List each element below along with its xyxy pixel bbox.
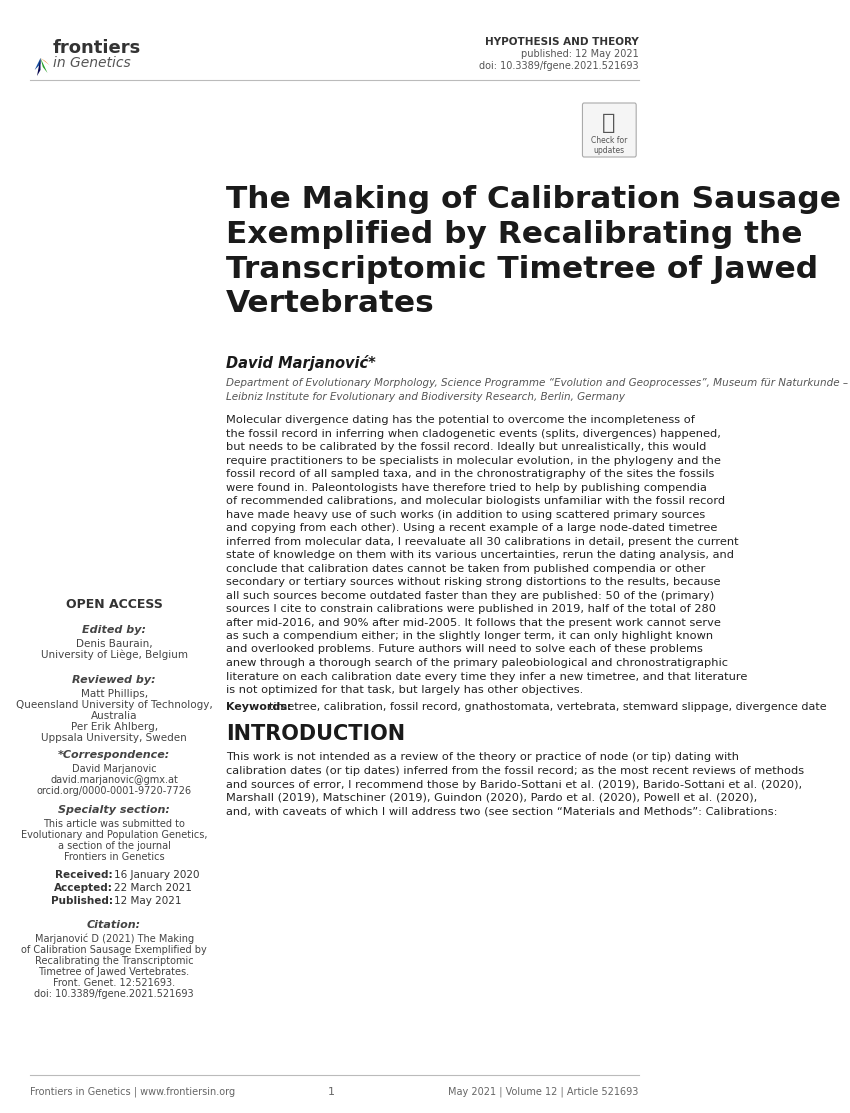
Text: Denis Baurain,: Denis Baurain, [76, 639, 152, 649]
Text: 12 May 2021: 12 May 2021 [114, 896, 182, 906]
Text: Per Erik Ahlberg,: Per Erik Ahlberg, [71, 722, 157, 732]
Text: May 2021 | Volume 12 | Article 521693: May 2021 | Volume 12 | Article 521693 [448, 1086, 638, 1097]
Polygon shape [35, 58, 41, 70]
Text: in Genetics: in Genetics [53, 56, 131, 70]
Text: Edited by:: Edited by: [82, 626, 146, 636]
Text: updates: updates [593, 146, 625, 155]
Text: 22 March 2021: 22 March 2021 [114, 883, 192, 893]
Text: Frontiers in Genetics: Frontiers in Genetics [64, 851, 164, 861]
Text: David Marjanovic: David Marjanovic [71, 764, 156, 774]
Text: orcid.org/0000-0001-9720-7726: orcid.org/0000-0001-9720-7726 [37, 786, 191, 796]
Text: state of knowledge on them with its various uncertainties, rerun the dating anal: state of knowledge on them with its vari… [226, 550, 734, 560]
Text: Queensland University of Technology,: Queensland University of Technology, [15, 700, 213, 710]
Text: have made heavy use of such works (in addition to using scattered primary source: have made heavy use of such works (in ad… [226, 510, 705, 520]
Text: Received:: Received: [55, 870, 112, 880]
Polygon shape [41, 58, 50, 66]
Text: The Making of Calibration Sausage
Exemplified by Recalibrating the
Transcriptomi: The Making of Calibration Sausage Exempl… [226, 185, 841, 318]
Text: published: 12 May 2021: published: 12 May 2021 [521, 49, 638, 59]
Text: Frontiers in Genetics | www.frontiersin.org: Frontiers in Genetics | www.frontiersin.… [30, 1086, 235, 1097]
Text: is not optimized for that task, but largely has other objectives.: is not optimized for that task, but larg… [226, 684, 583, 695]
Text: doi: 10.3389/fgene.2021.521693: doi: 10.3389/fgene.2021.521693 [479, 61, 638, 71]
Text: Evolutionary and Population Genetics,: Evolutionary and Population Genetics, [21, 830, 207, 840]
Text: calibration dates (or tip dates) inferred from the fossil record; as the most re: calibration dates (or tip dates) inferre… [226, 766, 804, 776]
Polygon shape [37, 58, 41, 76]
Text: Timetree of Jawed Vertebrates.: Timetree of Jawed Vertebrates. [38, 967, 190, 977]
Text: all such sources become outdated faster than they are published: 50 of the (prim: all such sources become outdated faster … [226, 591, 714, 601]
Text: Keywords:: Keywords: [226, 702, 295, 712]
Text: Recalibrating the Transcriptomic: Recalibrating the Transcriptomic [35, 956, 194, 966]
Text: HYPOTHESIS AND THEORY: HYPOTHESIS AND THEORY [484, 37, 638, 47]
Text: Australia: Australia [91, 711, 138, 721]
Polygon shape [41, 58, 48, 70]
Text: 16 January 2020: 16 January 2020 [114, 870, 200, 880]
Text: fossil record of all sampled taxa, and in the chronostratigraphy of the sites th: fossil record of all sampled taxa, and i… [226, 469, 714, 479]
Text: Leibniz Institute for Evolutionary and Biodiversity Research, Berlin, Germany: Leibniz Institute for Evolutionary and B… [226, 392, 625, 402]
Text: Uppsala University, Sweden: Uppsala University, Sweden [41, 733, 187, 743]
Text: Specialty section:: Specialty section: [58, 805, 170, 815]
Text: timetree, calibration, fossil record, gnathostomata, vertebrata, stemward slippa: timetree, calibration, fossil record, gn… [269, 702, 826, 712]
Text: conclude that calibration dates cannot be taken from published compendia or othe: conclude that calibration dates cannot b… [226, 563, 706, 573]
Text: ⧖: ⧖ [603, 114, 615, 132]
Polygon shape [41, 58, 48, 73]
Text: sources I cite to constrain calibrations were published in 2019, half of the tot: sources I cite to constrain calibrations… [226, 604, 716, 614]
Text: of recommended calibrations, and molecular biologists unfamiliar with the fossil: of recommended calibrations, and molecul… [226, 496, 725, 506]
Text: Front. Genet. 12:521693.: Front. Genet. 12:521693. [53, 978, 175, 988]
Text: literature on each calibration date every time they infer a new timetree, and th: literature on each calibration date ever… [226, 671, 747, 681]
Text: Check for: Check for [591, 136, 627, 145]
Text: OPEN ACCESS: OPEN ACCESS [65, 599, 162, 611]
Text: This article was submitted to: This article was submitted to [43, 819, 185, 829]
Text: and copying from each other). Using a recent example of a large node-dated timet: and copying from each other). Using a re… [226, 523, 717, 533]
Text: Published:: Published: [50, 896, 112, 906]
Text: Marshall (2019), Matschiner (2019), Guindon (2020), Pardo et al. (2020), Powell : Marshall (2019), Matschiner (2019), Guin… [226, 792, 757, 802]
Text: david.marjanovic@gmx.at: david.marjanovic@gmx.at [50, 775, 178, 785]
Text: and sources of error, I recommend those by Barido-Sottani et al. (2019), Barido-: and sources of error, I recommend those … [226, 779, 802, 789]
Text: 1: 1 [327, 1087, 334, 1097]
Text: secondary or tertiary sources without risking strong distortions to the results,: secondary or tertiary sources without ri… [226, 577, 720, 587]
Text: Reviewed by:: Reviewed by: [72, 674, 156, 684]
Text: Accepted:: Accepted: [54, 883, 112, 893]
Text: Department of Evolutionary Morphology, Science Programme “Evolution and Geoproce: Department of Evolutionary Morphology, S… [226, 378, 848, 388]
Text: after mid-2016, and 90% after mid-2005. It follows that the present work cannot : after mid-2016, and 90% after mid-2005. … [226, 618, 721, 628]
Text: and, with caveats of which I will address two (see section “Materials and Method: and, with caveats of which I will addres… [226, 807, 777, 817]
Text: of Calibration Sausage Exemplified by: of Calibration Sausage Exemplified by [21, 945, 207, 955]
Text: University of Liège, Belgium: University of Liège, Belgium [41, 650, 188, 660]
Text: doi: 10.3389/fgene.2021.521693: doi: 10.3389/fgene.2021.521693 [34, 989, 194, 999]
Text: but needs to be calibrated by the fossil record. Ideally but unrealistically, th: but needs to be calibrated by the fossil… [226, 442, 706, 452]
Text: the fossil record in inferring when cladogenetic events (splits, divergences) ha: the fossil record in inferring when clad… [226, 429, 721, 439]
Text: Citation:: Citation: [87, 920, 141, 930]
Text: Matt Phillips,: Matt Phillips, [81, 689, 148, 699]
Text: INTRODUCTION: INTRODUCTION [226, 725, 405, 745]
Text: This work is not intended as a review of the theory or practice of node (or tip): This work is not intended as a review of… [226, 752, 739, 762]
Text: were found in. Paleontologists have therefore tried to help by publishing compen: were found in. Paleontologists have ther… [226, 483, 706, 492]
Text: as such a compendium either; in the slightly longer term, it can only highlight : as such a compendium either; in the slig… [226, 631, 713, 641]
Text: *Correspondence:: *Correspondence: [58, 750, 170, 760]
Text: Marjanović D (2021) The Making: Marjanović D (2021) The Making [35, 934, 194, 945]
FancyBboxPatch shape [582, 104, 636, 157]
Text: require practitioners to be specialists in molecular evolution, in the phylogeny: require practitioners to be specialists … [226, 455, 721, 465]
Text: inferred from molecular data, I reevaluate all 30 calibrations in detail, presen: inferred from molecular data, I reevalua… [226, 536, 739, 546]
Text: frontiers: frontiers [53, 39, 141, 57]
Text: a section of the journal: a section of the journal [58, 841, 171, 851]
Text: Molecular divergence dating has the potential to overcome the incompleteness of: Molecular divergence dating has the pote… [226, 415, 694, 425]
Text: David Marjanović*: David Marjanović* [226, 355, 376, 371]
Text: and overlooked problems. Future authors will need to solve each of these problem: and overlooked problems. Future authors … [226, 644, 703, 654]
Text: anew through a thorough search of the primary paleobiological and chronostratigr: anew through a thorough search of the pr… [226, 658, 728, 668]
